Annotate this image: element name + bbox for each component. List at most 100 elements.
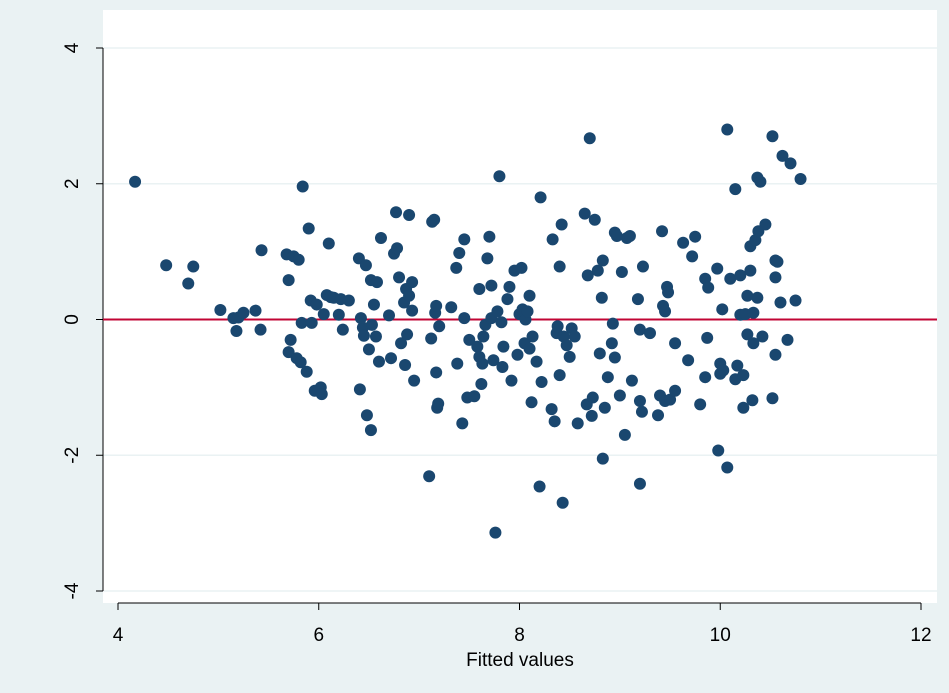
point	[458, 312, 471, 325]
point	[784, 157, 797, 170]
point	[545, 403, 558, 416]
point	[463, 333, 476, 346]
point	[729, 183, 742, 196]
point	[737, 369, 750, 382]
point	[322, 237, 335, 250]
point	[521, 305, 534, 318]
point	[588, 213, 601, 226]
point	[598, 401, 611, 414]
point	[744, 264, 757, 277]
point	[530, 355, 543, 368]
point	[296, 180, 309, 193]
point	[593, 347, 606, 360]
point	[475, 377, 488, 390]
point	[595, 291, 608, 304]
point	[451, 357, 464, 370]
point	[501, 293, 514, 306]
y-tick-label: 2	[62, 178, 83, 189]
point	[548, 415, 561, 428]
point	[365, 318, 378, 331]
x-tick-label: 6	[313, 625, 324, 646]
point	[769, 271, 782, 284]
point	[310, 298, 323, 311]
point	[721, 123, 734, 136]
point	[535, 375, 548, 388]
point	[633, 394, 646, 407]
point	[496, 361, 509, 374]
point	[406, 304, 419, 317]
point	[477, 330, 490, 343]
point	[702, 281, 715, 294]
point	[390, 206, 403, 219]
x-tick-label: 10	[710, 625, 731, 646]
point	[182, 277, 195, 290]
point	[578, 207, 591, 220]
point	[255, 244, 268, 257]
point	[364, 424, 377, 437]
point	[747, 306, 760, 319]
point	[526, 330, 539, 343]
point	[601, 371, 614, 384]
point	[485, 279, 498, 292]
point	[551, 320, 564, 333]
point	[751, 291, 764, 304]
point	[369, 330, 382, 343]
point	[766, 392, 779, 405]
point	[495, 316, 508, 329]
point	[662, 286, 675, 299]
point	[731, 359, 744, 372]
point	[766, 130, 779, 143]
point	[468, 390, 481, 403]
point	[430, 366, 443, 379]
point	[618, 428, 631, 441]
point	[583, 132, 596, 145]
point	[523, 289, 536, 302]
x-tick-label: 4	[113, 625, 124, 646]
point	[568, 330, 581, 343]
point	[556, 496, 569, 509]
point	[332, 308, 345, 321]
point	[395, 337, 408, 350]
point	[789, 294, 802, 307]
x-tick-label: 8	[514, 625, 525, 646]
point	[284, 333, 297, 346]
point	[615, 265, 628, 278]
point	[610, 230, 623, 243]
point	[754, 175, 767, 188]
point	[586, 391, 599, 404]
point	[450, 261, 463, 274]
point	[606, 317, 619, 330]
point	[631, 293, 644, 306]
point	[741, 289, 754, 302]
point	[497, 340, 510, 353]
point	[737, 401, 750, 414]
point	[491, 305, 504, 318]
point	[315, 388, 328, 401]
point	[433, 320, 446, 333]
point	[771, 255, 784, 268]
point	[633, 477, 646, 490]
point	[403, 208, 416, 221]
point	[699, 371, 712, 384]
point	[249, 304, 262, 317]
point	[374, 232, 387, 245]
point	[613, 389, 626, 402]
y-tick-label: 0	[62, 314, 83, 325]
point	[724, 272, 737, 285]
point	[359, 259, 372, 272]
point	[230, 325, 243, 338]
point	[734, 269, 747, 282]
point	[403, 289, 416, 302]
point	[372, 355, 385, 368]
point	[605, 337, 618, 350]
point	[237, 306, 250, 319]
point	[473, 282, 486, 295]
point	[399, 358, 412, 371]
point	[423, 470, 436, 483]
point	[317, 308, 330, 321]
point	[367, 298, 380, 311]
point	[458, 233, 471, 246]
point	[160, 259, 173, 272]
point	[483, 230, 496, 243]
